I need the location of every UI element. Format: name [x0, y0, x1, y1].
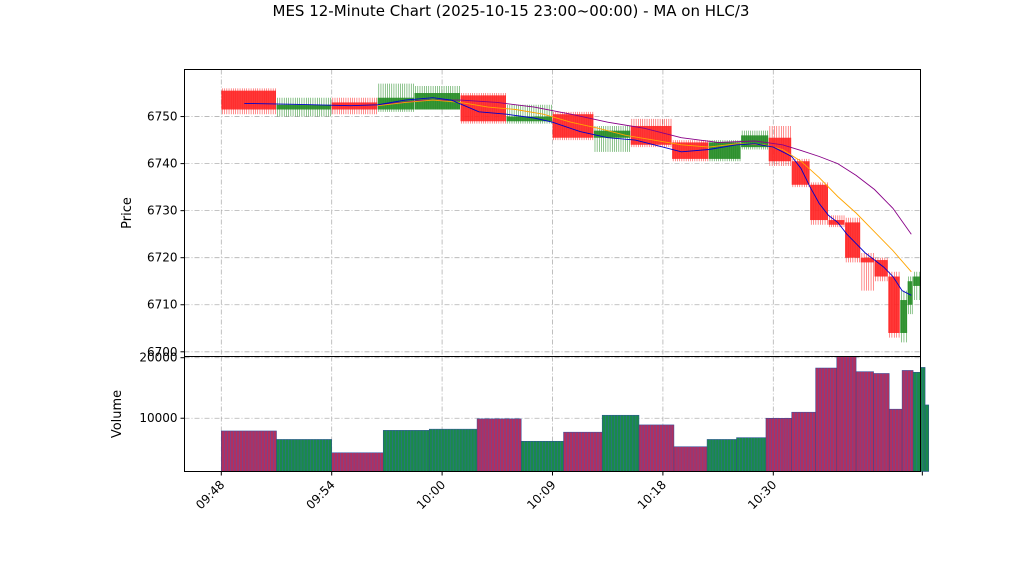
candle: [708, 140, 741, 162]
price-tick-label: 6730: [147, 204, 178, 218]
price-moving-averages: [244, 97, 912, 296]
candle: [900, 290, 908, 343]
price-tick-label: 6750: [147, 110, 178, 124]
ma-mid-line: [377, 99, 912, 273]
candle: [276, 97, 332, 117]
volume-bar: [382, 430, 430, 472]
volume-y-ticks: 10000 20000: [139, 351, 185, 425]
candle: [791, 158, 810, 188]
volume-bar: [520, 440, 564, 472]
volume-bar: [855, 371, 874, 472]
price-panel: 6700 6710 6720 6730 6740 6750 Price: [120, 69, 921, 359]
volume-tick-label: 20000: [139, 351, 177, 365]
volume-bar: [888, 408, 903, 472]
candle: [741, 130, 769, 150]
candle: [377, 83, 414, 112]
price-y-label: Price: [120, 197, 135, 229]
time-tick-label: 10:00: [414, 478, 448, 512]
volume-bar: [673, 446, 708, 472]
price-y-ticks: 6700 6710 6720 6730 6740 6750: [147, 110, 185, 359]
volume-bar: [765, 417, 792, 472]
volume-panel: 10000 20000 Volume: [110, 351, 930, 472]
time-tick-label: 09:48: [193, 478, 227, 512]
candle: [874, 257, 888, 282]
volume-bar: [815, 367, 838, 472]
chart-title: MES 12-Minute Chart (2025-10-15 23:00~00…: [273, 2, 750, 20]
time-tick-label: 10:09: [524, 478, 558, 512]
candle: [414, 85, 460, 110]
price-tick-label: 6700: [147, 345, 178, 359]
volume-bar: [563, 431, 603, 472]
volume-tick-label: 10000: [139, 411, 177, 425]
volume-bar: [873, 373, 890, 472]
volume-bar: [331, 452, 384, 472]
price-tick-label: 6740: [147, 157, 178, 171]
volume-bar: [476, 418, 522, 472]
volume-bar: [901, 370, 914, 472]
time-tick-label: 10:18: [635, 478, 669, 512]
volume-y-label: Volume: [110, 390, 125, 438]
ma-fast-line: [244, 97, 912, 296]
candle: [913, 271, 920, 301]
volume-bar: [276, 439, 332, 472]
volume-bar: [638, 424, 675, 472]
candle: [630, 118, 672, 148]
time-tick-label: 10:30: [745, 478, 779, 512]
time-axis: 09:48 09:54 10:00 10:09 10:18 10:30: [193, 471, 923, 512]
candle: [888, 271, 900, 338]
volume-bar: [428, 428, 478, 472]
price-tick-label: 6720: [147, 251, 178, 265]
ma-slow-line: [377, 99, 912, 235]
volume-bar: [836, 356, 857, 472]
candle: [221, 88, 276, 115]
volume-bar: [736, 437, 767, 472]
candle: [593, 125, 631, 152]
volume-bars: [221, 356, 930, 472]
candle: [907, 276, 913, 315]
volume-bar: [924, 404, 930, 472]
price-tick-label: 6710: [147, 298, 178, 312]
volume-bar: [791, 411, 816, 472]
time-tick-label: 09:54: [303, 478, 337, 512]
volume-bar: [706, 439, 737, 472]
volume-bar: [920, 367, 926, 472]
volume-bar: [601, 414, 640, 472]
volume-bar: [221, 430, 277, 472]
volume-bar: [912, 371, 921, 472]
